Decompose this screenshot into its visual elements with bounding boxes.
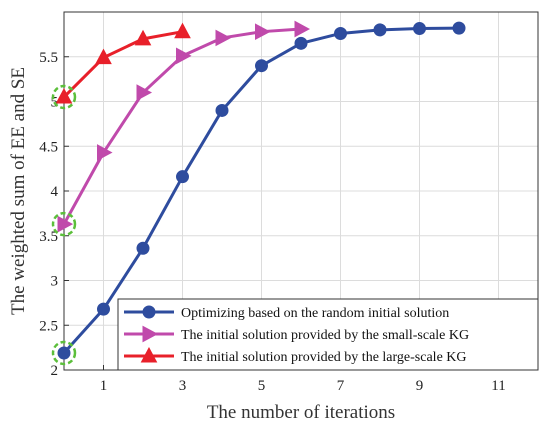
data-point — [95, 48, 112, 65]
legend-label: The initial solution provided by the sma… — [181, 328, 469, 343]
y-tick-label: 4.5 — [39, 139, 58, 155]
legend: Optimizing based on the random initial s… — [117, 298, 539, 371]
data-point — [334, 26, 347, 40]
data-point — [373, 23, 387, 37]
legend-label: The initial solution provided by the lar… — [181, 350, 467, 365]
grid — [64, 12, 538, 371]
legend-entry: The initial solution provided by the lar… — [124, 346, 467, 365]
x-tick-label: 11 — [491, 378, 505, 394]
legend-marker — [142, 305, 156, 319]
series-3 — [55, 22, 191, 104]
x-tick-label: 7 — [337, 378, 345, 394]
x-axis-label: The number of iterations — [207, 402, 395, 423]
legend-marker — [142, 325, 159, 343]
data-point — [255, 23, 271, 41]
y-axis-label: The weighted sum of EE and SE — [8, 67, 29, 315]
data-point — [57, 215, 74, 233]
y-tick-label: 3 — [51, 274, 59, 290]
legend-entry: The initial solution provided by the sma… — [124, 325, 469, 343]
data-point — [57, 346, 71, 360]
legend-box — [117, 298, 539, 371]
data-point — [176, 47, 192, 65]
series-1 — [57, 21, 466, 360]
x-tick-label: 1 — [100, 378, 108, 394]
y-tick-label: 3.5 — [39, 229, 58, 245]
y-tick-label: 2.5 — [39, 318, 58, 334]
data-point — [413, 22, 426, 36]
series-2 — [57, 20, 311, 233]
annotation-layer — [51, 84, 77, 366]
x-tick-label: 3 — [179, 378, 187, 394]
data-point — [97, 144, 113, 161]
data-point — [136, 84, 153, 101]
legend-label: Optimizing based on the random initial s… — [181, 306, 449, 321]
y-tick-label: 2 — [51, 363, 59, 379]
data-point — [294, 20, 311, 38]
data-point — [136, 241, 150, 255]
highlight-circle — [51, 211, 77, 237]
series-line — [62, 30, 183, 99]
highlight-circle — [51, 340, 77, 366]
data-point — [134, 29, 152, 46]
y-tick-label: 4 — [51, 184, 59, 200]
data-point — [452, 21, 466, 35]
series-layer — [55, 20, 466, 360]
data-point — [174, 22, 191, 39]
data-point — [255, 59, 268, 73]
highlight-circle — [51, 84, 77, 110]
data-point — [55, 87, 73, 104]
x-tick-label: 5 — [258, 378, 266, 394]
legend-entry: Optimizing based on the random initial s… — [124, 305, 449, 321]
legend-items: Optimizing based on the random initial s… — [124, 305, 469, 365]
data-point — [215, 103, 229, 117]
data-point — [97, 302, 110, 316]
x-tick-label: 9 — [416, 378, 424, 394]
data-point — [176, 170, 189, 184]
legend-marker — [140, 346, 158, 363]
y-tick-label: 5.5 — [39, 50, 58, 66]
data-point — [294, 36, 308, 50]
data-point — [215, 29, 232, 47]
